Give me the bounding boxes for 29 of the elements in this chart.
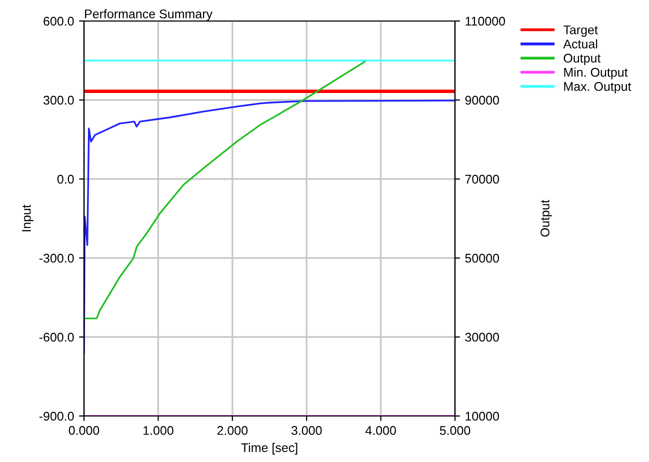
y-tick-label: 600.0: [44, 16, 74, 26]
y-axis-title: Input: [22, 204, 34, 232]
y2-tick-label: 10000: [466, 412, 499, 421]
y2-tick-label: 70000: [465, 174, 499, 184]
y-tick-label: -900.0: [39, 412, 74, 421]
y2-tick-label: 90000: [465, 96, 499, 105]
x-tick-label: 3.000: [291, 426, 322, 435]
y-tick-label: -600.0: [39, 332, 74, 342]
line-series: [84, 60, 368, 320]
legend-label: Target: [563, 26, 598, 37]
y2-tick-label: 110000: [466, 16, 506, 26]
x-tick-label: 1.000: [144, 426, 174, 435]
legend-label: Actual: [563, 39, 598, 48]
x-tick-label: 5.000: [440, 426, 470, 435]
chart-title: Performance Summary: [85, 9, 212, 21]
y2-tick-label: 50000: [465, 254, 499, 263]
y2-tick-label: 30000: [465, 332, 499, 342]
y-tick-label: -300.0: [39, 254, 74, 263]
legend-label: Min. Output: [564, 68, 628, 80]
legend-label: Max. Output: [564, 82, 632, 94]
x-axis-title: Time [sec]: [241, 442, 298, 455]
y2-axis-title: Output: [540, 200, 552, 237]
line-series: [84, 100, 455, 354]
x-tick-label: 2.000: [217, 426, 248, 435]
x-tick-label: 4.000: [365, 426, 396, 435]
x-tick-label: 0.000: [68, 426, 100, 435]
legend-label: Output: [564, 54, 601, 66]
y-tick-label: 0.0: [57, 174, 74, 184]
y-tick-label: 300.0: [43, 96, 74, 105]
